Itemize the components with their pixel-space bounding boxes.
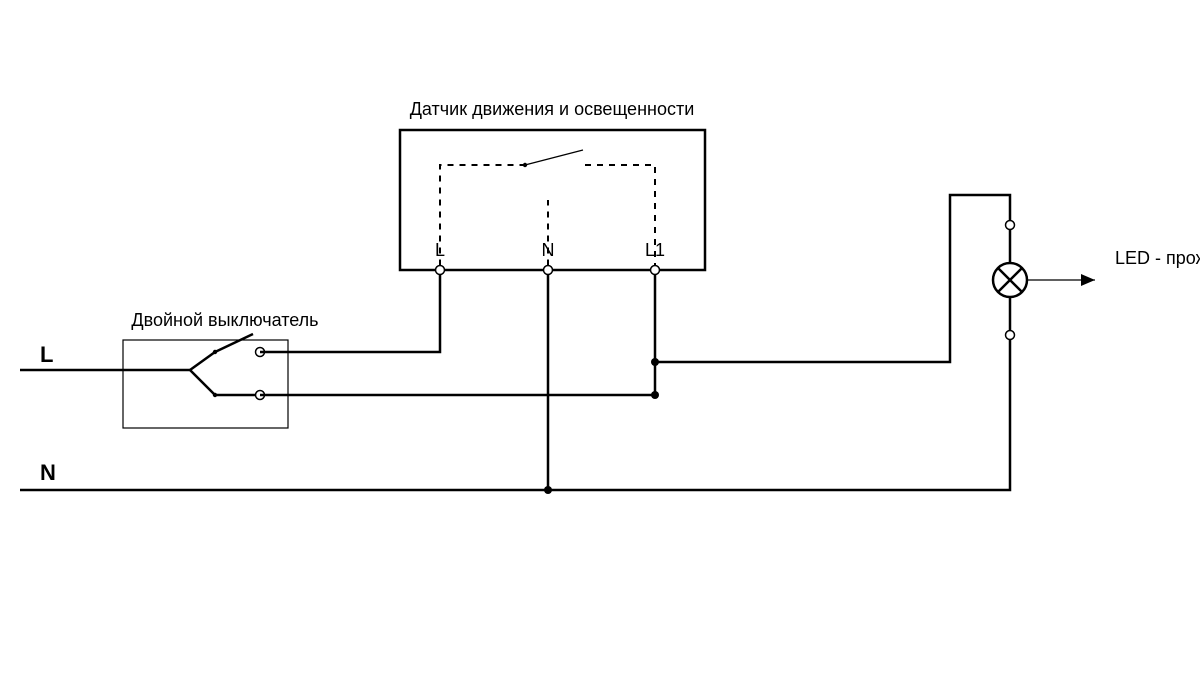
switch-lever-top [215, 334, 253, 352]
sensor-terminal-n-label: N [542, 240, 555, 260]
led-label: LED - прожектор [1115, 248, 1200, 268]
rail-n [20, 335, 1010, 490]
switch-title: Двойной выключатель [131, 310, 318, 330]
sensor-terminal-l1 [651, 266, 660, 275]
sensor-terminal-n [544, 266, 553, 275]
node-l1-join [651, 391, 659, 399]
led-terminal-bot [1006, 331, 1015, 340]
switch-pivot-top [213, 350, 217, 354]
sensor-internal-switch [525, 150, 583, 165]
node-n-tap [544, 486, 552, 494]
sensor-terminal-l-label: L [435, 240, 445, 260]
rail-l-label: L [40, 342, 53, 367]
led-terminal-top [1006, 221, 1015, 230]
switch-split [190, 352, 215, 395]
led-lamp-cross [998, 268, 1022, 292]
rail-n-label: N [40, 460, 56, 485]
sensor-title: Датчик движения и освещенности [410, 99, 695, 119]
sensor-terminal-l [436, 266, 445, 275]
sensor-internal-left [440, 165, 525, 266]
sensor-terminal-l1-label: L1 [645, 240, 665, 260]
sensor-switch-pivot [523, 163, 527, 167]
wire-l1-to-led [655, 195, 1010, 362]
led-arrow-head [1081, 274, 1095, 286]
switch-pivot-bot [213, 393, 217, 397]
